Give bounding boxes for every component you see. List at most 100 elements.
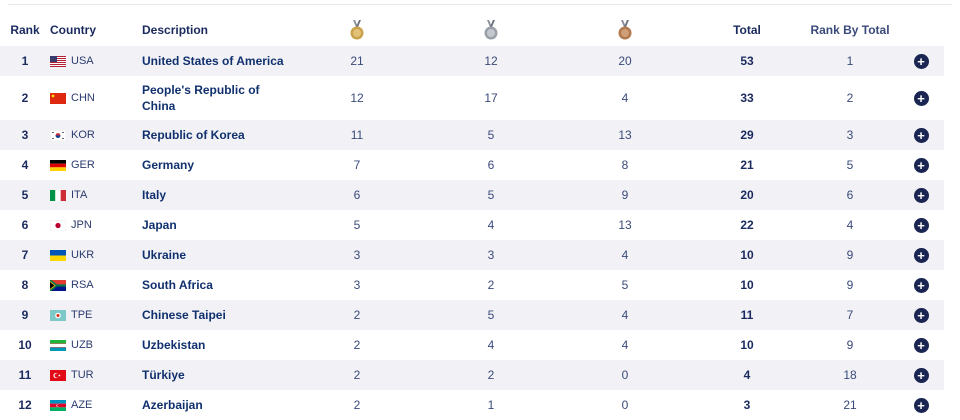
description-cell[interactable]: People's Republic of China bbox=[142, 76, 290, 120]
description-cell[interactable]: Uzbekistan bbox=[142, 330, 290, 360]
flag-uzb-icon bbox=[50, 340, 66, 351]
country-name[interactable]: Chinese Taipei bbox=[142, 307, 290, 323]
plus-circle-icon[interactable]: + bbox=[914, 308, 929, 323]
plus-circle-icon[interactable]: + bbox=[914, 158, 929, 173]
bronze-count: 0 bbox=[558, 360, 692, 390]
rank-by-total-cell: 2 bbox=[802, 76, 898, 120]
total-count: 33 bbox=[692, 76, 802, 120]
header-gold[interactable] bbox=[290, 14, 424, 46]
country-name[interactable]: Republic of Korea bbox=[142, 127, 290, 143]
total-count: 10 bbox=[692, 240, 802, 270]
country-cell: RSA bbox=[50, 270, 142, 300]
plus-circle-icon[interactable]: + bbox=[914, 248, 929, 263]
silver-count: 5 bbox=[424, 300, 558, 330]
plus-circle-icon[interactable]: + bbox=[914, 54, 929, 69]
country-name[interactable]: Italy bbox=[142, 187, 290, 203]
header-total[interactable]: Total bbox=[692, 14, 802, 46]
silver-count: 5 bbox=[424, 180, 558, 210]
rank-by-total-cell: 9 bbox=[802, 240, 898, 270]
country-code: ITA bbox=[71, 189, 87, 201]
gold-count: 3 bbox=[290, 270, 424, 300]
medal-table: Rank Country Description bbox=[0, 14, 944, 420]
country-code: GER bbox=[71, 159, 95, 171]
silver-count: 4 bbox=[424, 330, 558, 360]
header-rank[interactable]: Rank bbox=[0, 14, 50, 46]
rank-by-total-cell: 1 bbox=[802, 46, 898, 76]
plus-circle-icon[interactable]: + bbox=[914, 398, 929, 413]
header-expand bbox=[898, 14, 944, 46]
rank-cell: 11 bbox=[0, 360, 50, 390]
plus-circle-icon[interactable]: + bbox=[914, 128, 929, 143]
expand-cell: + bbox=[898, 360, 944, 390]
gold-medal-icon bbox=[349, 20, 365, 40]
country-code: KOR bbox=[71, 129, 95, 141]
description-cell[interactable]: Azerbaijan bbox=[142, 390, 290, 420]
total-count: 20 bbox=[692, 180, 802, 210]
expand-cell: + bbox=[898, 180, 944, 210]
header-rank-by-total[interactable]: Rank By Total bbox=[802, 14, 898, 46]
plus-circle-icon[interactable]: + bbox=[914, 188, 929, 203]
rank-by-total-cell: 6 bbox=[802, 180, 898, 210]
country-name[interactable]: Japan bbox=[142, 217, 290, 233]
plus-circle-icon[interactable]: + bbox=[914, 338, 929, 353]
description-cell[interactable]: Japan bbox=[142, 210, 290, 240]
plus-circle-icon[interactable]: + bbox=[914, 218, 929, 233]
country-name[interactable]: Uzbekistan bbox=[142, 337, 290, 353]
rank-by-total-cell: 18 bbox=[802, 360, 898, 390]
gold-count: 12 bbox=[290, 76, 424, 120]
country-name[interactable]: Ukraine bbox=[142, 247, 290, 263]
rank-cell: 7 bbox=[0, 240, 50, 270]
country-name[interactable]: Azerbaijan bbox=[142, 397, 290, 413]
flag-jpn-icon bbox=[50, 220, 66, 231]
header-silver[interactable] bbox=[424, 14, 558, 46]
total-count: 53 bbox=[692, 46, 802, 76]
description-cell[interactable]: Chinese Taipei bbox=[142, 300, 290, 330]
bronze-count: 4 bbox=[558, 240, 692, 270]
plus-circle-icon[interactable]: + bbox=[914, 368, 929, 383]
bronze-count: 13 bbox=[558, 210, 692, 240]
rank-cell: 10 bbox=[0, 330, 50, 360]
plus-circle-icon[interactable]: + bbox=[914, 91, 929, 106]
country-name[interactable]: Germany bbox=[142, 157, 290, 173]
description-cell[interactable]: Ukraine bbox=[142, 240, 290, 270]
country-cell: UZB bbox=[50, 330, 142, 360]
country-name[interactable]: People's Republic of China bbox=[142, 82, 290, 114]
header-bronze[interactable] bbox=[558, 14, 692, 46]
country-name[interactable]: United States of America bbox=[142, 53, 290, 69]
silver-count: 2 bbox=[424, 270, 558, 300]
gold-count: 11 bbox=[290, 120, 424, 150]
gold-count: 3 bbox=[290, 240, 424, 270]
description-cell[interactable]: Republic of Korea bbox=[142, 120, 290, 150]
header-country[interactable]: Country bbox=[50, 14, 142, 46]
flag-tpe-icon bbox=[50, 310, 66, 321]
plus-circle-icon[interactable]: + bbox=[914, 278, 929, 293]
country-name[interactable]: South Africa bbox=[142, 277, 290, 293]
silver-count: 6 bbox=[424, 150, 558, 180]
rank-by-total-cell: 3 bbox=[802, 120, 898, 150]
description-cell[interactable]: Türkiye bbox=[142, 360, 290, 390]
country-code: USA bbox=[71, 55, 94, 67]
country-cell: CHN bbox=[50, 76, 142, 120]
description-cell[interactable]: Germany bbox=[142, 150, 290, 180]
description-cell[interactable]: South Africa bbox=[142, 270, 290, 300]
country-code: AZE bbox=[71, 399, 92, 411]
header-description[interactable]: Description bbox=[142, 14, 290, 46]
country-name[interactable]: Türkiye bbox=[142, 367, 290, 383]
silver-count: 12 bbox=[424, 46, 558, 76]
description-cell[interactable]: Italy bbox=[142, 180, 290, 210]
bronze-count: 4 bbox=[558, 330, 692, 360]
description-cell[interactable]: United States of America bbox=[142, 46, 290, 76]
